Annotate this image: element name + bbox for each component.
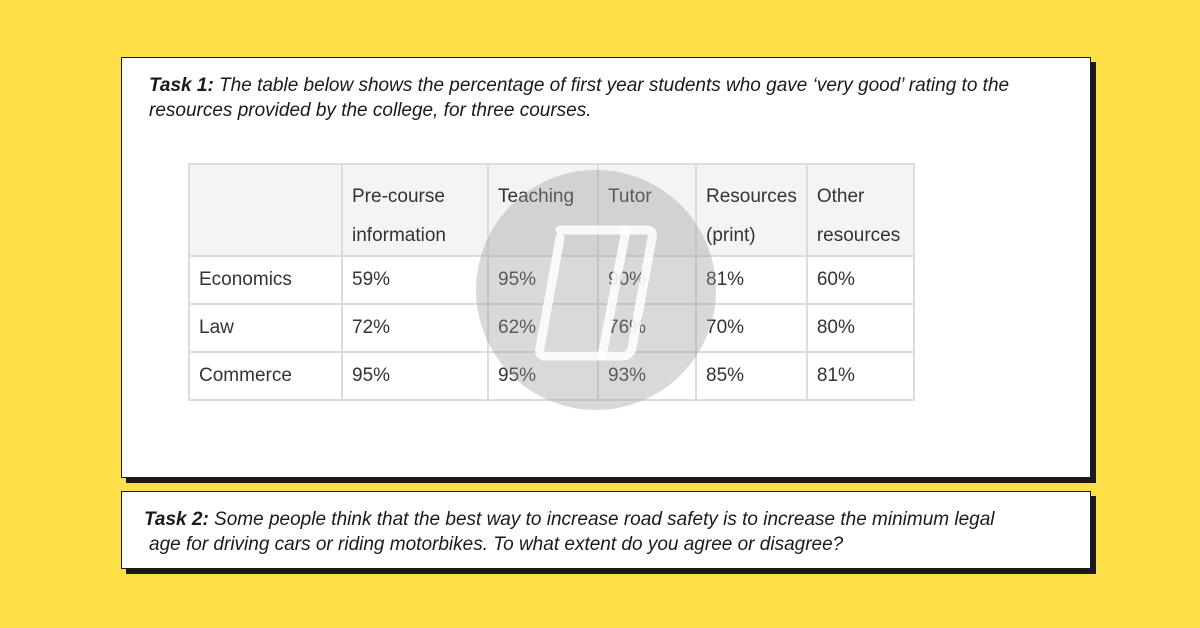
table-header-cell: Tutor — [597, 163, 697, 257]
table-cell: 95% — [487, 255, 599, 305]
table-cell: 70% — [695, 303, 808, 353]
task-2-prompt: Task 2: Some people think that the best … — [144, 507, 1079, 557]
table-cell: 90% — [597, 255, 697, 305]
table-row: Economics 59% 95% 90% 81% 60% — [188, 255, 915, 305]
table-cell: Commerce — [188, 351, 343, 401]
table-cell: 95% — [487, 351, 599, 401]
task-1-text: The table below shows the percentage of … — [149, 75, 1010, 121]
table-cell: 85% — [695, 351, 808, 401]
table-header-row: Pre-course information Teaching Tutor Re… — [188, 163, 915, 257]
table-cell: Economics — [188, 255, 343, 305]
table-cell: 59% — [341, 255, 489, 305]
task-2-text-line-1: Some people think that the best way to i… — [208, 509, 995, 530]
task-2-text-line-2: age for driving cars or riding motorbike… — [149, 534, 844, 555]
table-header-cell — [188, 163, 343, 257]
table-cell: 60% — [805, 255, 915, 305]
table-cell: 62% — [487, 303, 599, 353]
task-2-card: Task 2: Some people think that the best … — [121, 491, 1091, 569]
table-header-cell: Teaching — [487, 163, 599, 257]
table-cell: 95% — [341, 351, 489, 401]
table-cell: 76% — [597, 303, 697, 353]
table-header-cell: Pre-course information — [341, 163, 489, 257]
table-row: Law 72% 62% 76% 70% 80% — [188, 303, 915, 353]
table-cell: 80% — [805, 303, 915, 353]
table-cell: 72% — [341, 303, 489, 353]
table-header-cell: Other resources — [805, 163, 915, 257]
task-1-prompt: Task 1: The table below shows the percen… — [149, 73, 1094, 123]
table-header-cell: Resources (print) — [695, 163, 808, 257]
table-cell: 81% — [695, 255, 808, 305]
table-cell: Law — [188, 303, 343, 353]
task-1-label: Task 1: — [149, 75, 214, 96]
table-cell: 93% — [597, 351, 697, 401]
ratings-table: Pre-course information Teaching Tutor Re… — [188, 163, 915, 401]
task-1-card: Task 1: The table below shows the percen… — [121, 57, 1091, 478]
task-2-label: Task 2: — [144, 509, 209, 530]
table-cell: 81% — [805, 351, 915, 401]
table-row: Commerce 95% 95% 93% 85% 81% — [188, 351, 915, 401]
